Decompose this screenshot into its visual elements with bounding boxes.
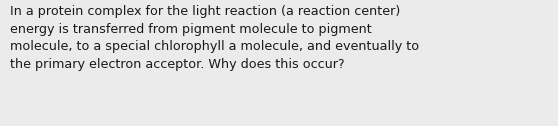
Text: In a protein complex for the light reaction (a reaction center)
energy is transf: In a protein complex for the light react… [10, 5, 419, 71]
